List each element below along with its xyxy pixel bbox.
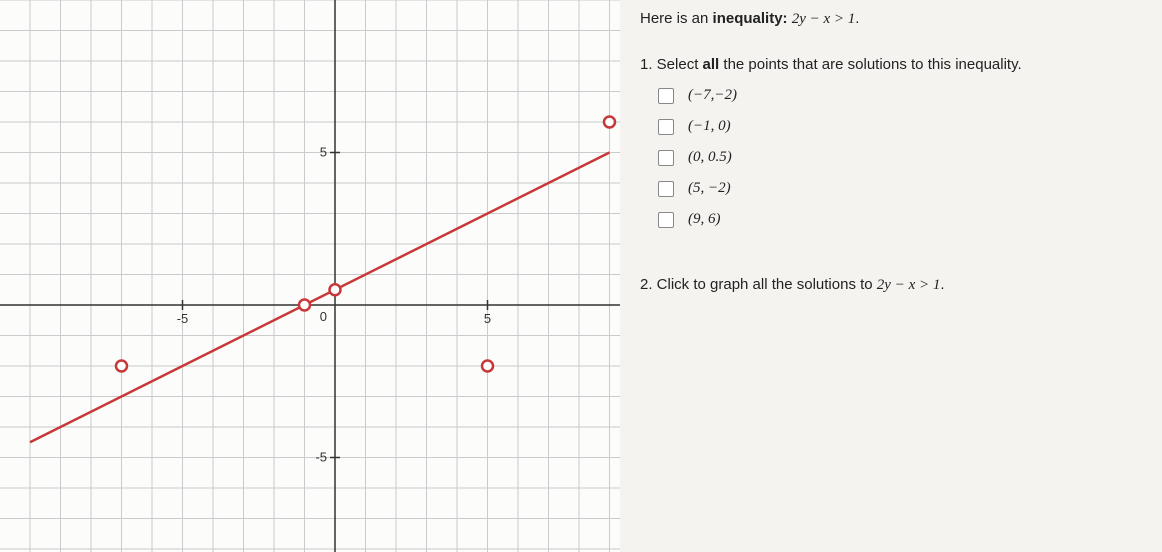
choice-b: (−1, 0) [658,118,1142,135]
choice-e-label: (9, 6) [688,211,721,228]
choice-a-label: (−7,−2) [688,87,737,104]
choice-d-checkbox[interactable] [658,181,674,197]
choice-a-checkbox[interactable] [658,88,674,104]
choice-a: (−7,−2) [658,87,1142,104]
q1-prefix: 1. Select [640,56,703,73]
question-panel: Here is an inequality: 2y − x > 1. 1. Se… [620,0,1162,552]
svg-text:-5: -5 [177,311,189,326]
prompt-math: 2y − x > 1 [792,11,856,27]
svg-text:5: 5 [320,145,327,160]
choice-b-checkbox[interactable] [658,119,674,135]
q2-math: 2y − x > 1 [877,277,941,293]
q2-suffix: . [940,276,944,293]
prompt-text: Here is an inequality: 2y − x > 1. [640,10,1142,28]
q1-suffix: the points that are solutions to this in… [719,56,1021,73]
choice-d: (5, −2) [658,180,1142,197]
q1-bold: all [703,56,720,73]
choice-d-label: (5, −2) [688,180,731,197]
prompt-prefix: Here is an [640,10,713,27]
question-1-text: 1. Select all the points that are soluti… [640,56,1142,73]
choice-c-checkbox[interactable] [658,150,674,166]
choice-c: (0, 0.5) [658,149,1142,166]
coordinate-graph[interactable]: -5 5 5 -5 0 [0,0,620,552]
prompt-bold: inequality: [713,10,792,27]
choice-list: (−7,−2) (−1, 0) (0, 0.5) (5, −2) (9, 6) [640,87,1142,228]
q2-prefix: 2. Click to graph all the solutions to [640,276,877,293]
svg-text:-5: -5 [315,450,327,465]
choice-c-label: (0, 0.5) [688,149,732,166]
svg-text:5: 5 [484,311,491,326]
question-2-text: 2. Click to graph all the solutions to 2… [640,276,1142,294]
prompt-suffix: . [855,10,859,27]
choice-e: (9, 6) [658,211,1142,228]
svg-text:0: 0 [320,309,327,324]
choice-b-label: (−1, 0) [688,118,731,135]
graph-panel[interactable]: -5 5 5 -5 0 [0,0,620,552]
choice-e-checkbox[interactable] [658,212,674,228]
